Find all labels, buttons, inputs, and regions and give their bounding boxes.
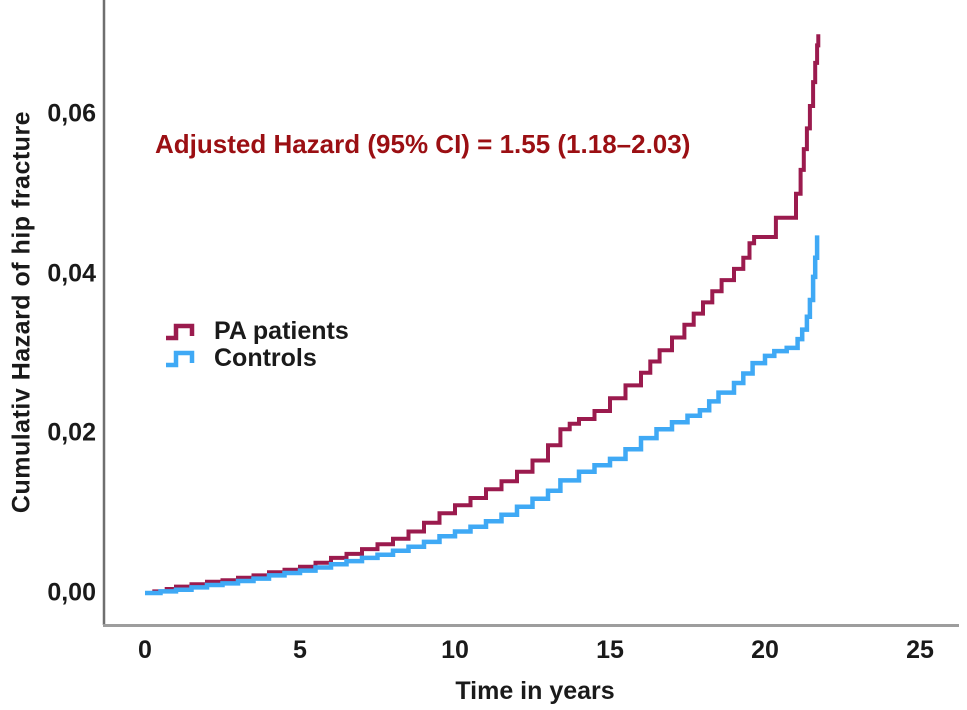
legend: PA patients Controls — [164, 317, 349, 372]
y-tick-label: 0,02 — [47, 418, 96, 447]
pa-patients-curve — [145, 34, 821, 595]
controls-curve — [145, 235, 820, 596]
legend-label: PA patients — [214, 317, 349, 345]
x-tick-label: 20 — [751, 636, 779, 664]
x-axis-title: Time in years — [455, 677, 615, 705]
x-tick-label: 10 — [441, 636, 469, 664]
y-tick-label: 0,04 — [47, 259, 96, 288]
y-axis-title: Cumulativ Hazard of hip fracture — [7, 110, 36, 514]
x-tick-label: 25 — [906, 636, 934, 664]
hazard-ratio-annotation: Adjusted Hazard (95% CI) = 1.55 (1.18–2.… — [155, 129, 691, 159]
x-tick-label: 15 — [596, 636, 624, 664]
x-tick-label: 0 — [138, 636, 152, 664]
legend-item-controls: Controls — [164, 344, 349, 372]
step-line-icon — [166, 323, 195, 340]
legend-label: Controls — [214, 344, 317, 372]
y-tick-label: 0,00 — [47, 578, 96, 607]
x-tick-label: 5 — [293, 636, 307, 664]
legend-item-pa-patients: PA patients — [164, 317, 349, 345]
step-line-icon — [166, 350, 195, 367]
y-tick-label: 0,06 — [47, 99, 96, 128]
